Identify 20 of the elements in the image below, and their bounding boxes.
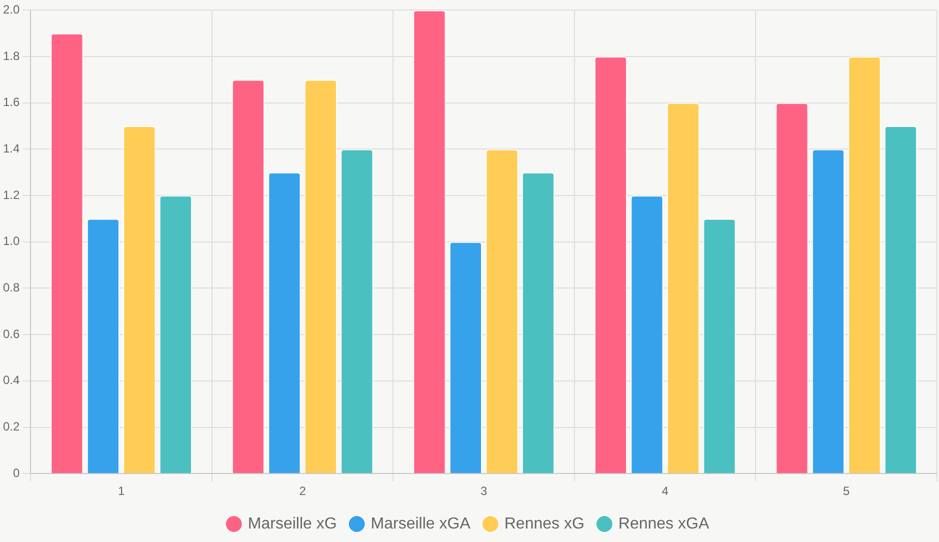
legend-label: Rennes xGA <box>618 515 710 532</box>
x-tick-label: 1 <box>118 484 125 498</box>
legend-label: Rennes xG <box>504 515 584 532</box>
x-tick-label: 5 <box>843 484 850 498</box>
y-tick-label: 1.8 <box>2 48 20 63</box>
legend-label: Marseille xGA <box>370 515 471 532</box>
y-tick-label: 0.8 <box>2 280 20 295</box>
x-tick-label: 3 <box>480 484 488 498</box>
y-tick-label: 1.2 <box>2 188 20 202</box>
y-tick-label: 2.0 <box>2 2 20 17</box>
legend-label: Marseille xG <box>248 515 337 532</box>
y-tick-label: 0 <box>12 466 20 480</box>
y-tick-label: 0.6 <box>2 326 20 341</box>
x-tick-label: 2 <box>299 484 306 498</box>
y-tick-label: 0.2 <box>2 420 20 434</box>
x-tick-label: 4 <box>662 484 669 498</box>
y-tick-label: 1.4 <box>2 142 20 156</box>
y-tick-label: 0.4 <box>2 373 20 388</box>
y-tick-label: 1.6 <box>2 95 20 110</box>
y-tick-label: 1.0 <box>2 234 20 248</box>
